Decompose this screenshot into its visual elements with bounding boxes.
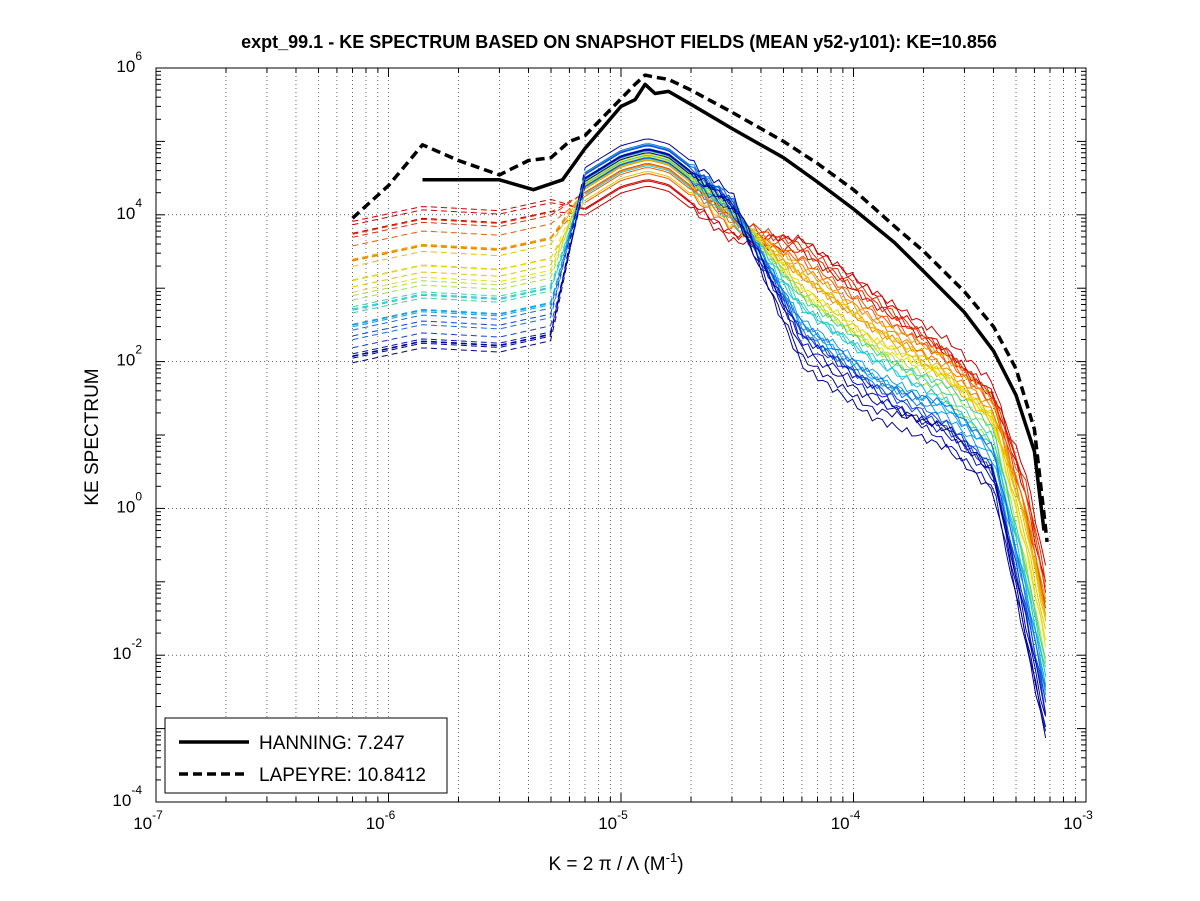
colored-spectrum-line bbox=[584, 148, 1047, 738]
lapeyre-series-line bbox=[351, 73, 1049, 543]
colored-spectrum-line bbox=[584, 153, 1047, 648]
y-tick-label: 10-2 bbox=[112, 636, 142, 663]
colored-spectrum-line bbox=[584, 149, 1047, 732]
plot-area bbox=[156, 68, 1086, 802]
x-tick-label: 10-6 bbox=[366, 808, 396, 833]
colored-spectrum-line bbox=[584, 143, 1047, 688]
x-axis-label: K = 2 π / Λ (M-1) bbox=[548, 850, 683, 875]
colored-spectrum-line bbox=[584, 157, 1047, 714]
colored-spectrum-line bbox=[584, 149, 1047, 715]
colored-spectrum-line bbox=[584, 179, 1047, 593]
legend-box bbox=[164, 717, 448, 794]
hanning-series-line bbox=[422, 82, 1046, 531]
colored-spectrum-line bbox=[584, 150, 1047, 668]
colored-spectrum-line bbox=[584, 173, 1047, 603]
colored-spectrum-line bbox=[584, 171, 1047, 619]
legend-label-lapeyre: LAPEYRE: 10.8412 bbox=[259, 765, 426, 786]
y-tick-label: 100 bbox=[116, 489, 142, 516]
x-tick-label: 10-7 bbox=[133, 808, 163, 833]
legend: HANNING: 7.247 LAPEYRE: 10.8412 bbox=[164, 717, 448, 794]
y-tick-label: 106 bbox=[116, 49, 142, 76]
colored-spectrum-line bbox=[584, 155, 1047, 641]
legend-label-hanning: HANNING: 7.247 bbox=[259, 733, 405, 754]
colored-spectrum-line bbox=[584, 152, 1047, 717]
y-tick-labels: 10-4 10-2 100 102 104 106 bbox=[112, 49, 142, 810]
chart-title: expt_99.1 - KE SPECTRUM BASED ON SNAPSHO… bbox=[241, 32, 997, 52]
x-tick-label: 10-5 bbox=[598, 808, 628, 833]
y-tick-label: 10-4 bbox=[112, 783, 142, 810]
colored-spectra bbox=[352, 138, 1047, 738]
x-tick-labels: 10-7 10-6 10-5 10-4 10-3 bbox=[133, 808, 1093, 833]
colored-spectrum-line bbox=[584, 144, 1047, 701]
main-spectra bbox=[351, 73, 1049, 543]
colored-spectrum-line bbox=[584, 138, 1047, 728]
axis-ticks bbox=[155, 67, 1087, 803]
colored-spectrum-line bbox=[584, 185, 1047, 582]
y-tick-label: 102 bbox=[116, 343, 142, 370]
y-tick-label: 104 bbox=[116, 196, 142, 223]
colored-spectrum-line bbox=[584, 167, 1047, 588]
colored-spectrum-line bbox=[584, 158, 1047, 618]
x-tick-label: 10-4 bbox=[831, 808, 861, 833]
colored-spectrum-line bbox=[584, 159, 1047, 617]
colored-spectrum-line bbox=[584, 163, 1047, 615]
colored-spectrum-line bbox=[584, 154, 1047, 659]
grid-lines bbox=[156, 68, 1086, 802]
colored-spectrum-line bbox=[584, 165, 1047, 677]
x-tick-label: 10-3 bbox=[1063, 808, 1093, 833]
y-axis-label: KE SPECTRUM bbox=[82, 368, 103, 505]
